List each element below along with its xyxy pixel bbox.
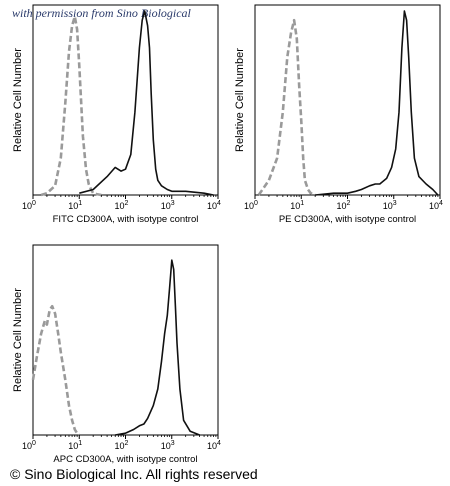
y-axis-label: Relative Cell Number — [234, 48, 246, 152]
stained-histogram — [115, 259, 200, 436]
x-tick-label: 103 — [161, 200, 175, 211]
x-tick-label: 102 — [115, 200, 129, 211]
x-tick-label: 101 — [68, 440, 82, 451]
x-tick-label: 102 — [337, 200, 351, 211]
histogram-panel-1: 100 101 102 103 104 FITC CD300A, with isotype… — [12, 4, 221, 225]
isotype-control-histogram — [257, 18, 316, 197]
isotype-control-histogram — [40, 15, 102, 197]
x-axis-label: APC CD300A, with isotype control — [53, 454, 197, 465]
y-axis-label: Relative Cell Number — [12, 288, 24, 392]
x-tick-label: 100 — [22, 440, 36, 451]
x-tick-label: 100 — [22, 200, 36, 211]
y-axis-label: Relative Cell Number — [12, 48, 24, 152]
x-tick-label: 102 — [115, 440, 129, 451]
stained-histogram — [315, 10, 439, 196]
histogram-panel-3: 100 101 102 103 104 APC CD300A, with isotype … — [12, 244, 221, 465]
x-tick-label: 104 — [429, 200, 443, 211]
x-tick-label: 101 — [68, 200, 82, 211]
plot-frame — [32, 244, 219, 436]
x-tick-label: 104 — [207, 440, 221, 451]
x-axis-label: PE CD300A, with isotype control — [279, 214, 416, 225]
x-tick-label: 100 — [244, 200, 258, 211]
histogram-panel-2: 100 101 102 103 104 PE CD300A, with isotype c… — [234, 4, 443, 225]
copyright-notice: © Sino Biological Inc. All rights reserv… — [10, 466, 258, 482]
x-tick-label: 101 — [290, 200, 304, 211]
x-tick-label: 104 — [207, 200, 221, 211]
isotype-control-histogram — [31, 304, 81, 437]
x-tick-label: 103 — [383, 200, 397, 211]
stained-histogram — [79, 10, 214, 196]
x-tick-label: 103 — [161, 440, 175, 451]
x-axis-label: FITC CD300A, with isotype control — [53, 214, 199, 225]
plot-frame — [32, 4, 219, 196]
